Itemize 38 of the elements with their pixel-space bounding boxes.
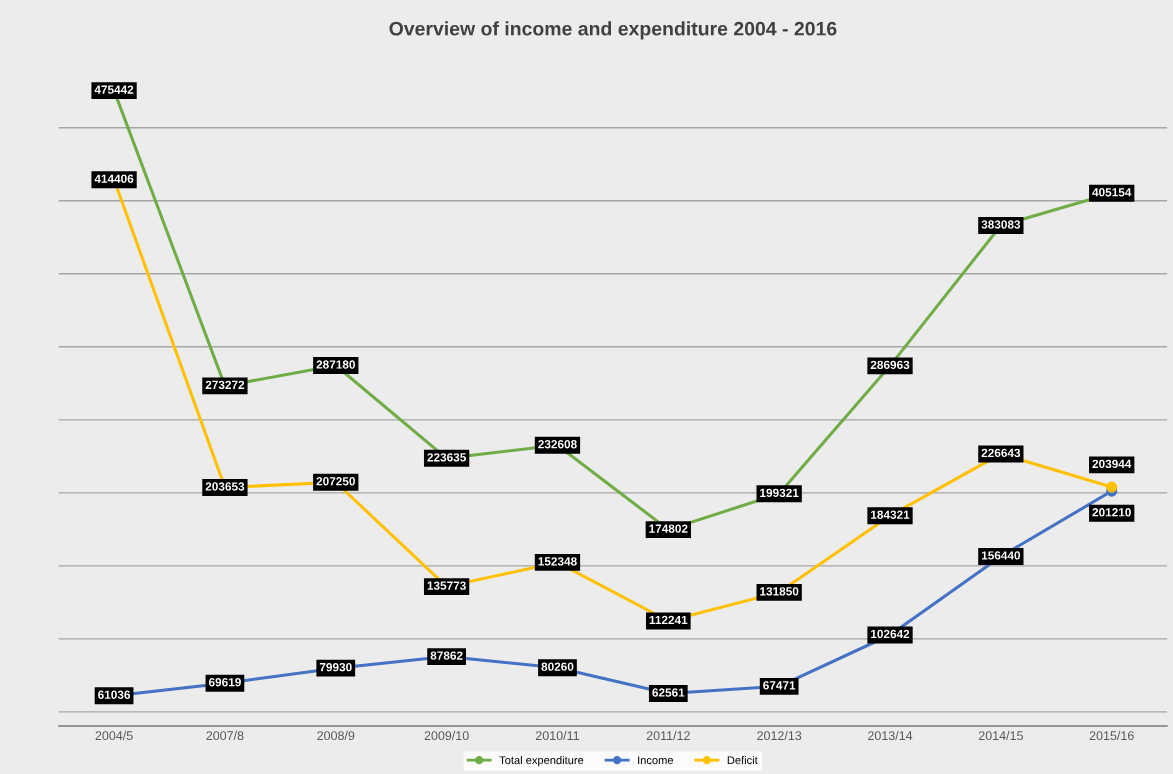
data-label: 232608 <box>538 440 577 449</box>
data-label: 475442 <box>94 85 134 94</box>
data-label: 286963 <box>870 360 910 370</box>
data-label: 156440 <box>981 551 1021 560</box>
data-label: 273272 <box>205 380 245 390</box>
data-label: 405154 <box>1092 188 1132 197</box>
data-label: 135773 <box>427 581 466 590</box>
legend-label: Income <box>638 756 674 765</box>
x-tick-label: 2012/13 <box>757 730 802 741</box>
x-tick-label: 2008/9 <box>317 730 355 741</box>
data-label: 383083 <box>981 220 1021 229</box>
data-label: 201210 <box>1092 508 1131 517</box>
x-tick-label: 2014/15 <box>978 730 1023 741</box>
x-tick-label: 2010/11 <box>535 730 579 741</box>
data-label: 131850 <box>760 587 799 596</box>
chart-title: Overview of income and expenditure 2004 - 2016 <box>389 21 837 40</box>
x-tick-label: 2015/16 <box>1089 730 1134 741</box>
data-label: 199321 <box>760 488 799 498</box>
data-label: 223635 <box>427 453 466 462</box>
legend-label: Total expenditure <box>499 755 584 767</box>
x-tick-label: 2013/14 <box>868 730 913 741</box>
data-label: 414406 <box>94 174 134 183</box>
x-tick-label: 2004/5 <box>95 730 133 741</box>
data-label: 184321 <box>871 510 910 519</box>
data-label: 102642 <box>871 629 910 639</box>
legend-label: Deficit <box>727 755 758 765</box>
data-label: 112241 <box>649 615 688 625</box>
data-label: 287180 <box>316 360 355 369</box>
x-tick-label: 2011/12 <box>646 730 690 741</box>
point <box>1106 481 1118 493</box>
x-tick-label: 2007/8 <box>206 730 244 741</box>
data-label: 207250 <box>316 477 355 486</box>
x-tick-label: 2009/10 <box>424 730 469 741</box>
data-label: 152348 <box>538 557 577 566</box>
data-label: 203653 <box>205 482 245 491</box>
data-label: 226643 <box>981 448 1021 458</box>
data-label: 174802 <box>649 524 688 533</box>
data-label: 203944 <box>1092 459 1132 469</box>
